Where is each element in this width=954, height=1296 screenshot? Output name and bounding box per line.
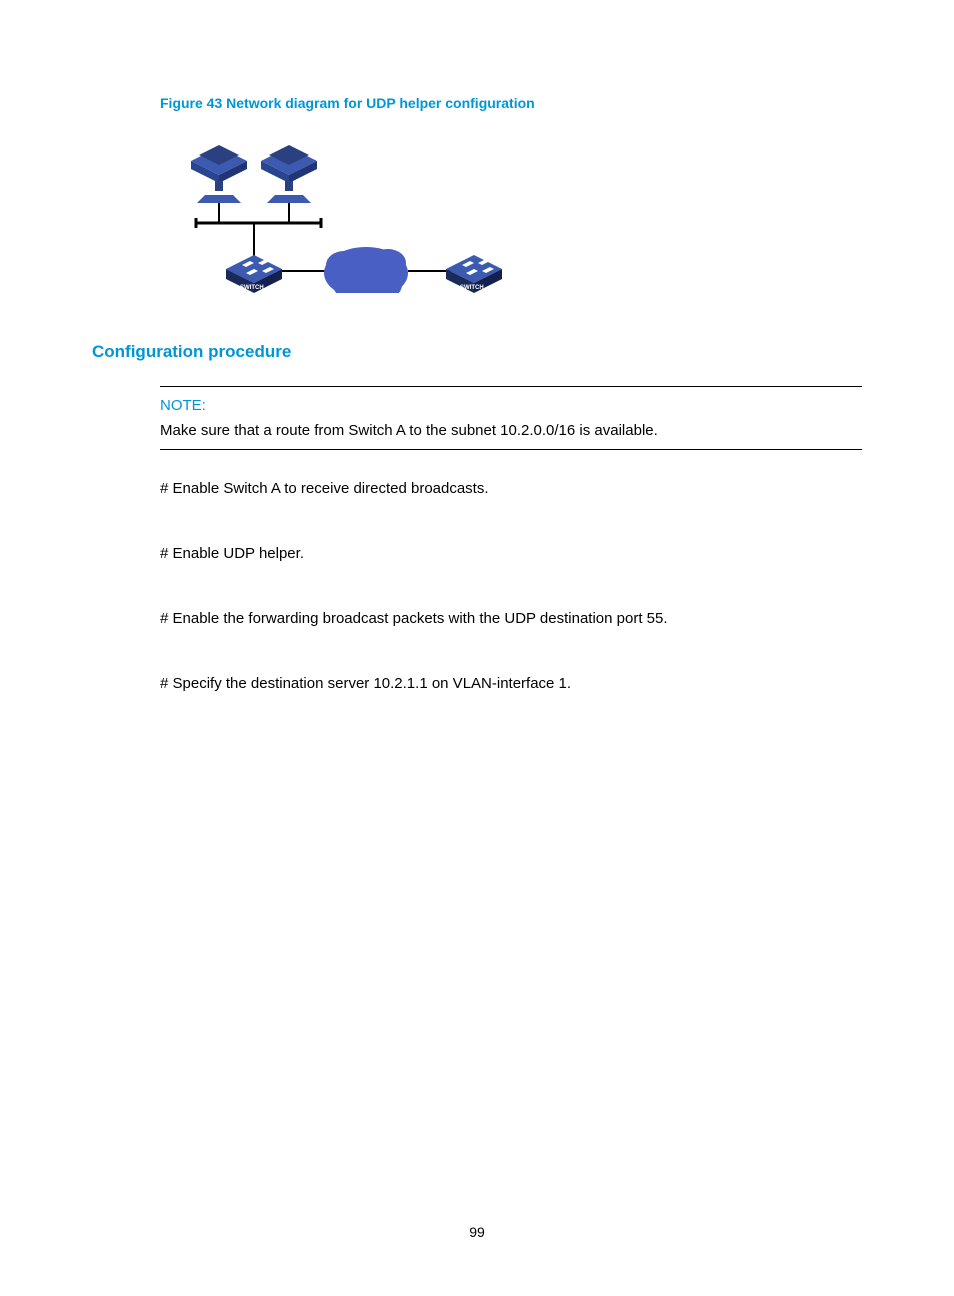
- note-box: NOTE: Make sure that a route from Switch…: [160, 386, 862, 450]
- step-text: # Specify the destination server 10.2.1.…: [160, 675, 862, 692]
- page-number: 99: [0, 1224, 954, 1240]
- note-label: NOTE:: [160, 397, 862, 414]
- step-text: # Enable the forwarding broadcast packet…: [160, 610, 862, 627]
- network-diagram: SWITCH SWITCH: [176, 133, 862, 298]
- section-heading: Configuration procedure: [92, 342, 862, 362]
- svg-text:SWITCH: SWITCH: [240, 285, 264, 291]
- pc-icon: [261, 145, 317, 203]
- step-text: # Enable UDP helper.: [160, 545, 862, 562]
- svg-text:SWITCH: SWITCH: [460, 285, 484, 291]
- figure-caption: Figure 43 Network diagram for UDP helper…: [160, 95, 862, 111]
- pc-icon: [191, 145, 247, 203]
- switch-icon: SWITCH: [446, 255, 502, 293]
- note-text: Make sure that a route from Switch A to …: [160, 422, 862, 439]
- switch-icon: SWITCH: [226, 255, 282, 293]
- step-text: # Enable Switch A to receive directed br…: [160, 480, 862, 497]
- cloud-icon: [324, 247, 408, 293]
